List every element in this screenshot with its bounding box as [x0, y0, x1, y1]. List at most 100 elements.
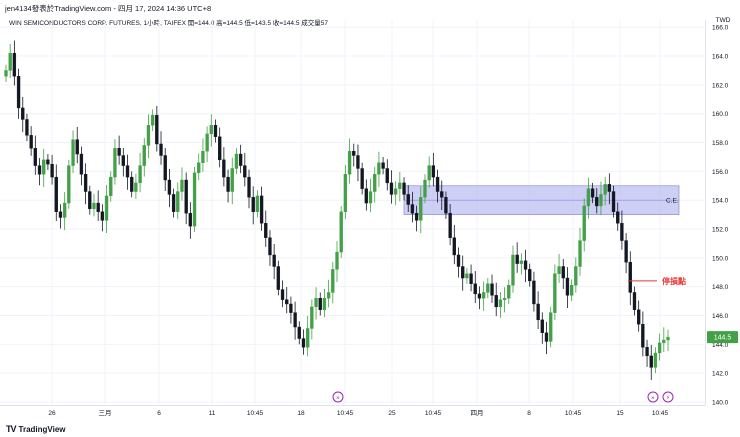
candle-body[interactable] — [247, 176, 251, 198]
candle-body[interactable] — [222, 159, 226, 178]
candle-body[interactable] — [33, 148, 37, 166]
candle-body[interactable] — [104, 195, 109, 221]
candle-body[interactable] — [540, 319, 544, 334]
candle-body[interactable] — [607, 184, 612, 192]
candle-body[interactable] — [469, 273, 473, 284]
candle-body[interactable] — [515, 254, 519, 264]
event-marker-icon[interactable] — [332, 391, 344, 403]
candle-body[interactable] — [486, 283, 490, 293]
timezone-label[interactable]: TWD — [715, 17, 731, 24]
candle-body[interactable] — [280, 289, 285, 300]
candle-body[interactable] — [569, 285, 574, 296]
candle-body[interactable] — [590, 188, 595, 198]
candle-body[interactable] — [616, 211, 620, 224]
time-axis[interactable]: 26 三月 6 11 10:45 18 10:45 25 10:45 四月 8 10:45 15 10:4… — [0, 405, 705, 419]
candle-body[interactable] — [557, 266, 561, 274]
candle-body[interactable] — [523, 260, 528, 270]
candle-body[interactable] — [71, 139, 75, 166]
candle-body[interactable] — [138, 165, 142, 184]
candle-body[interactable] — [641, 323, 645, 348]
lightning-marker-icon[interactable] — [662, 391, 674, 403]
candle-body[interactable] — [335, 251, 339, 270]
candle-body[interactable] — [238, 153, 243, 166]
candle-body[interactable] — [373, 174, 377, 192]
candle-body[interactable] — [46, 159, 50, 165]
candle-body[interactable] — [100, 211, 105, 221]
candle-body[interactable] — [75, 139, 79, 155]
candle-body[interactable] — [507, 285, 511, 299]
candle-body[interactable] — [448, 212, 452, 238]
candle-body[interactable] — [649, 355, 653, 368]
candle-body[interactable] — [192, 172, 197, 227]
candle-body[interactable] — [21, 107, 25, 120]
price-chart[interactable]: C.E. 停損點 » » ⚡ — [0, 20, 705, 405]
candle-body[interactable] — [289, 303, 293, 313]
candle-body[interactable] — [218, 136, 222, 161]
candle-body[interactable] — [83, 174, 88, 192]
candle-body[interactable] — [155, 114, 159, 145]
event-marker-icon[interactable] — [647, 391, 659, 403]
candle-body[interactable] — [213, 125, 218, 137]
candle-body[interactable] — [620, 223, 624, 241]
candle-body[interactable] — [121, 155, 125, 166]
candle-body[interactable] — [285, 299, 289, 305]
candle-body[interactable] — [226, 176, 230, 192]
candle-body[interactable] — [255, 195, 260, 212]
candle-body[interactable] — [624, 240, 628, 263]
candle-body[interactable] — [150, 114, 155, 126]
candle-body[interactable] — [553, 273, 557, 313]
candle-body[interactable] — [12, 52, 17, 77]
candle-body[interactable] — [419, 197, 423, 221]
candle-body[interactable] — [188, 212, 193, 227]
candle-body[interactable] — [130, 176, 134, 192]
candle-body[interactable] — [402, 182, 406, 195]
candle-body[interactable] — [490, 283, 494, 296]
candle-body[interactable] — [645, 347, 649, 357]
candle-body[interactable] — [125, 165, 130, 178]
candle-body[interactable] — [251, 197, 255, 212]
candle-body[interactable] — [574, 266, 578, 286]
candle-body[interactable] — [171, 194, 176, 212]
candle-body[interactable] — [306, 328, 310, 348]
candle-body[interactable] — [50, 163, 54, 178]
candle-body[interactable] — [339, 211, 343, 253]
candle-body[interactable] — [364, 188, 368, 204]
candle-body[interactable] — [276, 266, 281, 290]
candle-body[interactable] — [113, 148, 117, 178]
candle-body[interactable] — [473, 283, 477, 295]
candle-body[interactable] — [536, 303, 540, 321]
candle-body[interactable] — [234, 153, 239, 169]
candle-body[interactable] — [653, 352, 658, 368]
candle-body[interactable] — [184, 179, 188, 214]
footer-brand[interactable]: TV TradingView — [6, 424, 66, 434]
candle-body[interactable] — [322, 298, 327, 310]
candle-body[interactable] — [532, 280, 536, 305]
candle-body[interactable] — [109, 176, 113, 197]
candle-body[interactable] — [360, 168, 364, 189]
candle-body[interactable] — [431, 165, 436, 178]
candle-body[interactable] — [549, 312, 553, 342]
candle-body[interactable] — [519, 260, 524, 264]
candle-body[interactable] — [599, 194, 603, 207]
candle-body[interactable] — [25, 119, 29, 136]
candle-body[interactable] — [142, 145, 146, 166]
candle-body[interactable] — [666, 336, 670, 341]
candle-body[interactable] — [356, 155, 360, 169]
candle-body[interactable] — [243, 165, 247, 178]
candle-body[interactable] — [163, 155, 167, 181]
candle-body[interactable] — [331, 269, 335, 293]
candle-body[interactable] — [347, 150, 352, 175]
candle-body[interactable] — [427, 165, 431, 181]
candle-body[interactable] — [586, 188, 591, 207]
candle-body[interactable] — [662, 339, 666, 344]
candle-body[interactable] — [611, 191, 616, 212]
candle-body[interactable] — [16, 76, 21, 109]
candle-body[interactable] — [561, 266, 565, 279]
candle-body[interactable] — [159, 143, 163, 156]
candle-body[interactable] — [423, 179, 427, 198]
candle-body[interactable] — [398, 182, 402, 189]
candle-body[interactable] — [632, 292, 637, 310]
candle-body[interactable] — [8, 52, 12, 71]
candle-body[interactable] — [318, 298, 322, 310]
candle-body[interactable] — [42, 159, 46, 175]
